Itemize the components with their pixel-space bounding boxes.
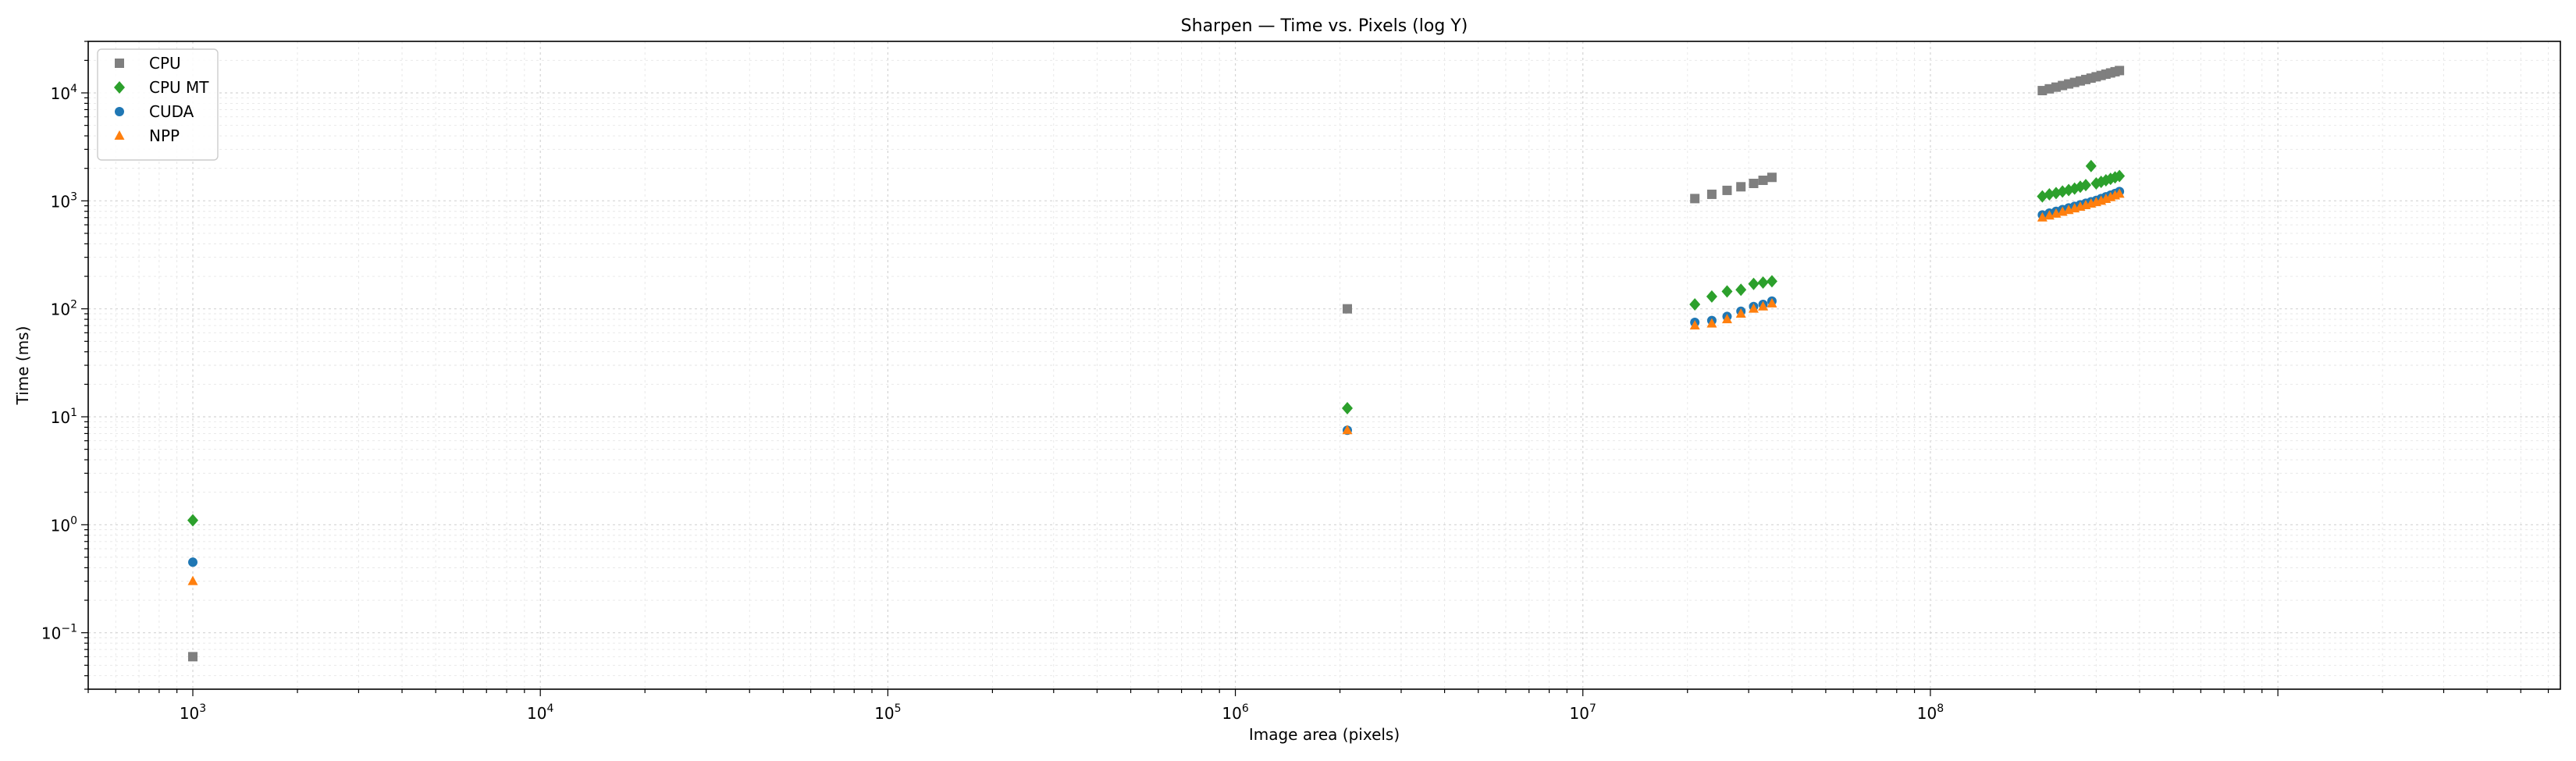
plot-frame [87,41,2561,690]
y-tick-label-base: 10 [51,192,70,211]
grid [87,41,2560,690]
legend-marker-cuda [115,107,124,116]
y-tick-label-exponent: 0 [70,514,77,527]
legend-marker-cpu-mt [114,81,125,94]
x-tick-label: 108 [1917,702,1944,723]
series-npp [187,188,2125,585]
data-point-cpu [1758,176,1768,186]
legend-label: CPU [149,54,181,73]
x-tick-label: 107 [1570,702,1596,723]
y-axis-label: Time (ms) [13,326,32,406]
x-tick-label: 105 [874,702,901,723]
data-point-cpu-mt [2114,169,2126,183]
x-tick-label-exponent: 5 [895,702,902,715]
x-tick-label-exponent: 6 [1242,702,1249,715]
y-tick-label: 100 [51,514,77,535]
data-point-cpu-mt [1342,402,1354,415]
data-point-npp [1689,320,1700,330]
legend-label: CPU MT [149,78,209,97]
data-point-npp [1748,303,1759,313]
y-tick-label-exponent: −1 [61,623,77,635]
data-point-cpu-mt [1757,276,1769,290]
x-axis-label: Image area (pixels) [1249,725,1400,744]
data-point-cpu-mt [1706,290,1717,303]
y-tick-label: 103 [51,190,77,211]
data-point-npp [1758,300,1769,311]
legend: CPU CPU MT CUDA NPP [97,48,219,161]
y-tick-label-exponent: 1 [70,407,77,419]
legend-box [97,48,219,161]
data-point-cpu-mt [1748,277,1759,290]
legend-marker-npp [114,130,125,140]
y-tick-label-base: 10 [51,84,70,103]
y-tick-label-base: 10 [51,408,70,427]
series-cpu-mt [187,159,2126,527]
x-tick-label-base: 10 [1917,704,1937,723]
x-tick-label-base: 10 [180,704,199,723]
data-point-cpu [1343,304,1353,314]
y-tick-label-base: 10 [51,516,70,535]
y-tick-label-exponent: 2 [70,299,77,311]
y-tick-label-base: 10 [41,624,61,643]
x-tick-label-base: 10 [1222,704,1241,723]
y-tick-label: 10−1 [41,623,77,643]
data-point-cpu-mt [2080,179,2091,192]
x-tick-label-exponent: 7 [1589,702,1596,715]
x-tick-label: 104 [527,702,553,723]
data-point-cpu-mt [1766,275,1777,288]
y-tick-label: 104 [51,83,77,103]
data-point-npp [187,575,198,585]
data-point-cpu-mt [1721,285,1733,298]
data-point-cpu-mt [187,514,199,527]
chart-title: Sharpen — Time vs. Pixels (log Y) [1181,16,1468,36]
data-point-npp [1706,318,1717,328]
data-point-cpu [1736,182,1746,192]
y-tick-label: 101 [51,407,77,427]
x-tick-label-exponent: 4 [546,702,553,715]
data-point-npp [1767,297,1777,308]
data-point-cuda [188,557,198,567]
x-tick-label: 106 [1222,702,1248,723]
x-tick-label-base: 10 [1570,704,1589,723]
x-tick-label-exponent: 8 [1937,702,1944,715]
legend-marker-cpu [115,59,124,68]
data-point-npp [1342,425,1353,435]
series-cpu [188,66,2125,662]
legend-label: CUDA [149,102,194,121]
x-tick-label-exponent: 3 [199,702,206,715]
data-point-cpu [1767,172,1777,183]
data-point-cpu [1722,185,1732,195]
data-point-cpu-mt [2085,159,2097,172]
x-tick-label: 103 [180,702,206,723]
y-tick-label-exponent: 3 [70,190,77,203]
x-tick-label-base: 10 [874,704,894,723]
data-point-cpu-mt [2044,187,2055,201]
data-point-npp [1735,308,1746,318]
y-tick-label-exponent: 4 [70,83,77,95]
data-point-npp [1721,314,1732,324]
x-tick-label-base: 10 [527,704,546,723]
legend-label: NPP [149,126,180,145]
data-point-cpu [188,652,198,662]
data-point-cpu [1690,194,1700,204]
y-tick-label: 102 [51,299,77,319]
data-point-npp [2114,188,2125,198]
y-tick-label-base: 10 [51,300,70,319]
data-point-cpu [1706,189,1717,199]
data-points [187,66,2126,662]
data-point-cpu-mt [1689,297,1701,311]
data-point-cpu-mt [1735,283,1747,297]
data-point-cpu [1749,179,1759,189]
data-point-cpu [2115,66,2125,76]
